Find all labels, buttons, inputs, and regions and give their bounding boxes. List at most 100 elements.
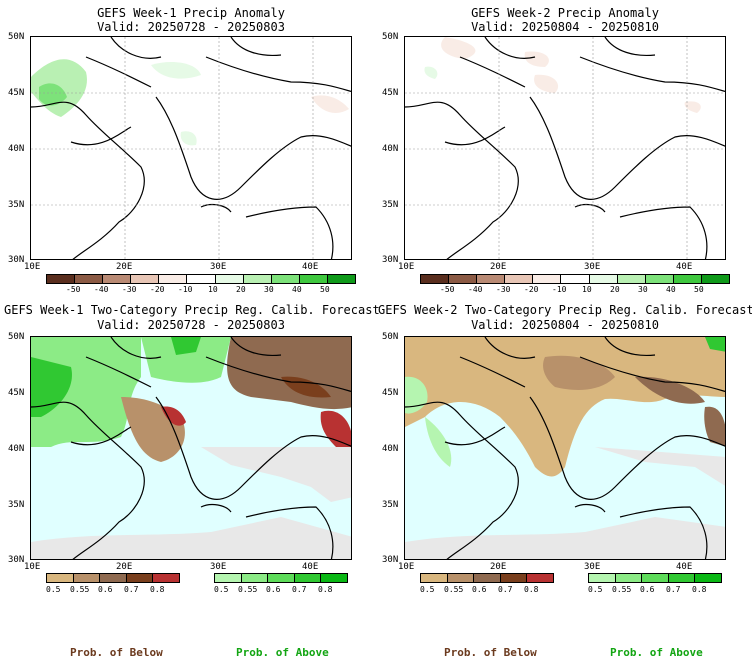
lon-label: 30E xyxy=(210,262,227,272)
panel-title: GEFS Week-1 Precip Anomaly xyxy=(97,6,285,20)
panel-valid-date: Valid: 20250728 - 20250803 xyxy=(97,318,285,332)
precip-anomaly-positive xyxy=(424,66,438,79)
panel-valid-date: Valid: 20250804 - 20250810 xyxy=(471,318,659,332)
prob-below-colorbar xyxy=(420,573,554,583)
lat-label: 40N xyxy=(382,444,399,454)
lat-label: 30N xyxy=(382,555,399,565)
panel-title: GEFS Week-2 Two-Category Precip Reg. Cal… xyxy=(378,303,752,317)
lon-label: 10E xyxy=(398,262,415,272)
colorbar-label: 0.8 xyxy=(150,585,165,594)
gridlines xyxy=(405,37,725,259)
panel-valid-date: Valid: 20250728 - 20250803 xyxy=(97,20,285,34)
lat-label: 50N xyxy=(8,32,25,42)
precip-anomaly-negative xyxy=(534,74,559,93)
colorbar-label: 0.7 xyxy=(666,585,681,594)
lat-label: 40N xyxy=(8,444,25,454)
lat-label: 35N xyxy=(8,200,25,210)
precip-anomaly-negative xyxy=(684,101,701,113)
dry-region xyxy=(201,447,351,502)
colorbar-label: -40 xyxy=(94,285,109,294)
precip-anomaly-positive xyxy=(151,62,201,79)
colorbar-label: 20 xyxy=(610,285,620,294)
prob-below-label: Prob. of Below xyxy=(70,646,163,659)
gridlines xyxy=(31,37,351,259)
lon-label: 40E xyxy=(302,562,319,572)
colorbar-label: 20 xyxy=(236,285,246,294)
colorbar-label: 0.55 xyxy=(444,585,464,594)
prob-below-region xyxy=(161,406,186,426)
precip-anomaly-negative xyxy=(311,95,349,113)
lat-label: 45N xyxy=(8,388,25,398)
colorbar-label: 0.5 xyxy=(420,585,435,594)
coastlines xyxy=(405,37,725,259)
dry-region xyxy=(595,447,725,486)
prob-below-region xyxy=(635,376,705,404)
lon-label: 20E xyxy=(116,262,133,272)
colorbar-label: -20 xyxy=(524,285,539,294)
prob-above-region xyxy=(171,337,201,355)
colorbar-label: -50 xyxy=(440,285,455,294)
probability-map-week2 xyxy=(404,336,726,560)
colorbar-label: 50 xyxy=(694,285,704,294)
lat-label: 50N xyxy=(8,332,25,342)
prob-below-region xyxy=(405,337,725,477)
colorbar-label: 40 xyxy=(666,285,676,294)
prob-below-colorbar xyxy=(46,573,180,583)
precip-anomaly-positive xyxy=(39,83,67,106)
colorbar-label: 0.7 xyxy=(124,585,139,594)
lat-label: 35N xyxy=(8,500,25,510)
colorbar-label: 0.6 xyxy=(472,585,487,594)
prob-above-region xyxy=(141,337,231,383)
lon-label: 40E xyxy=(676,262,693,272)
prob-above-colorbar xyxy=(214,573,348,583)
anomaly-map-week1 xyxy=(30,36,352,260)
colorbar-label: 0.5 xyxy=(46,585,61,594)
lat-label: 45N xyxy=(8,88,25,98)
colorbar-label: 30 xyxy=(264,285,274,294)
lon-label: 30E xyxy=(210,562,227,572)
colorbar-label: 30 xyxy=(638,285,648,294)
coastlines xyxy=(405,337,725,559)
precip-anomaly-negative xyxy=(524,51,549,67)
lon-label: 40E xyxy=(676,562,693,572)
coastlines xyxy=(31,37,351,259)
prob-above-region xyxy=(31,357,72,417)
lat-label: 35N xyxy=(382,200,399,210)
colorbar-label: 40 xyxy=(292,285,302,294)
colorbar-label: 50 xyxy=(320,285,330,294)
prob-above-region xyxy=(425,417,452,467)
colorbar-label: 0.6 xyxy=(98,585,113,594)
prob-above-region xyxy=(705,337,725,352)
lon-label: 20E xyxy=(490,562,507,572)
lon-label: 30E xyxy=(584,562,601,572)
lon-label: 40E xyxy=(302,262,319,272)
prob-above-colorbar xyxy=(588,573,722,583)
prob-above-label: Prob. of Above xyxy=(236,646,329,659)
precip-anomaly-negative xyxy=(441,37,476,59)
dry-region xyxy=(405,517,725,559)
lat-label: 50N xyxy=(382,332,399,342)
prob-above-label: Prob. of Above xyxy=(610,646,703,659)
colorbar-label: -50 xyxy=(66,285,81,294)
lat-label: 30N xyxy=(8,555,25,565)
colorbar-label: -10 xyxy=(178,285,193,294)
colorbar-label: 0.7 xyxy=(292,585,307,594)
lat-label: 40N xyxy=(382,144,399,154)
colorbar-label: -30 xyxy=(122,285,137,294)
colorbar-label: 0.55 xyxy=(612,585,632,594)
lon-label: 20E xyxy=(490,262,507,272)
lon-label: 10E xyxy=(24,262,41,272)
colorbar-label: 0.8 xyxy=(692,585,707,594)
colorbar-label: 0.55 xyxy=(238,585,258,594)
colorbar-label: 0.6 xyxy=(266,585,281,594)
colorbar-label: -10 xyxy=(552,285,567,294)
lon-label: 10E xyxy=(24,562,41,572)
lat-label: 40N xyxy=(8,144,25,154)
panel-title: GEFS Week-2 Precip Anomaly xyxy=(471,6,659,20)
lon-label: 30E xyxy=(584,262,601,272)
colorbar-label: -20 xyxy=(150,285,165,294)
colorbar-label: -40 xyxy=(468,285,483,294)
colorbar-label: 0.6 xyxy=(640,585,655,594)
precip-anomaly-positive xyxy=(180,131,197,146)
colorbar-label: -30 xyxy=(496,285,511,294)
